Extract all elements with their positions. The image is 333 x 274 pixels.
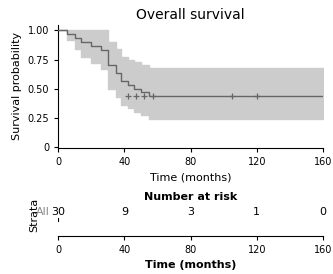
Text: All: All	[36, 207, 50, 217]
Y-axis label: Strata: Strata	[29, 197, 39, 232]
Text: 30: 30	[51, 207, 65, 217]
Point	[150, 94, 155, 99]
Point	[142, 94, 147, 99]
Point	[125, 94, 131, 99]
Text: 3: 3	[187, 207, 194, 217]
X-axis label: Time (months): Time (months)	[150, 172, 231, 182]
Y-axis label: Survival probability: Survival probability	[12, 32, 22, 140]
Text: 1: 1	[253, 207, 260, 217]
Text: 0: 0	[319, 207, 327, 217]
Point	[254, 94, 259, 99]
X-axis label: Time (months): Time (months)	[145, 260, 236, 270]
Text: 9: 9	[121, 207, 128, 217]
Point	[134, 94, 139, 99]
Title: Overall survival: Overall survival	[136, 8, 245, 22]
Point	[229, 94, 235, 99]
Text: Number at risk: Number at risk	[144, 192, 237, 202]
